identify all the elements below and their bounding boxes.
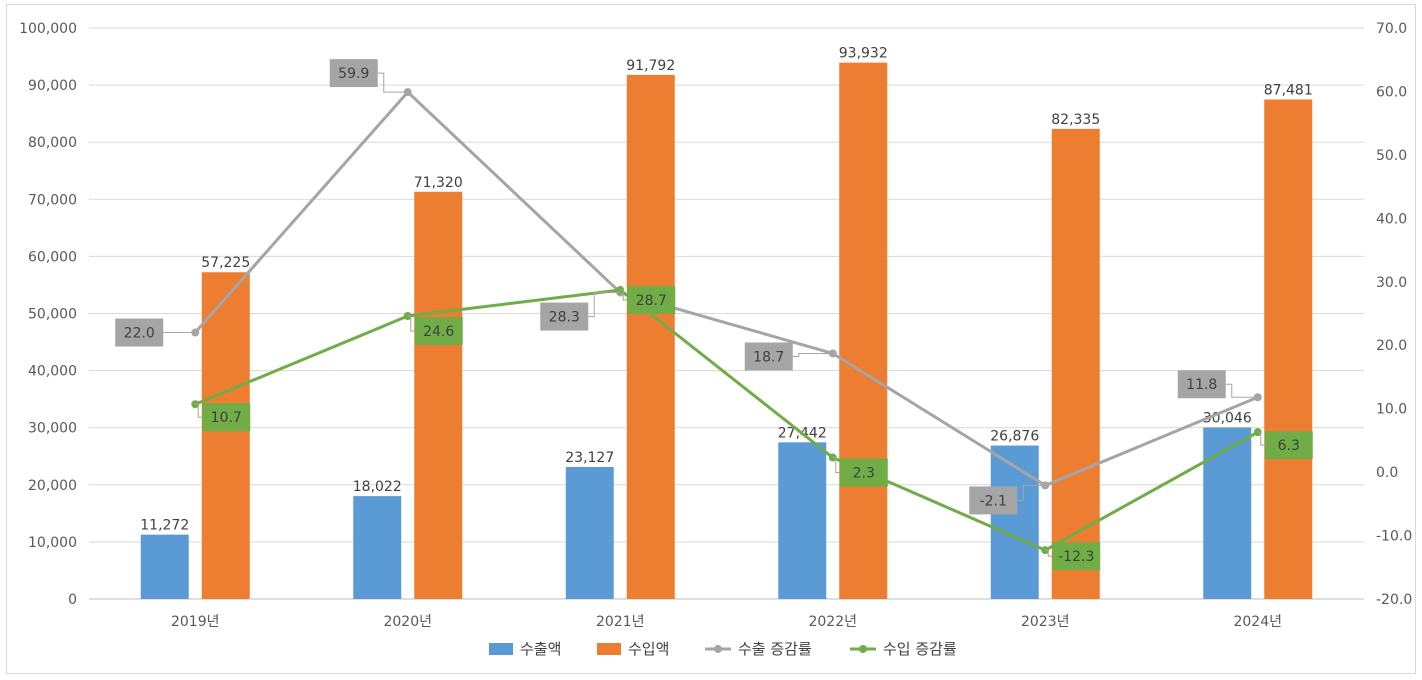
y-right-tick-label: 60.0 [1376, 84, 1407, 100]
import-rate-value: 6.3 [1278, 438, 1300, 454]
bar-export-value: 18,022 [353, 479, 402, 495]
bar-export [990, 445, 1039, 599]
bar-import-value: 91,792 [626, 58, 675, 74]
bar-export-value: 23,127 [565, 450, 614, 466]
y-left-tick-label: 100,000 [19, 21, 77, 37]
callout-leader [1045, 549, 1053, 557]
import-rate-value: 2.3 [853, 466, 875, 482]
x-tick-label: 2024년 [1233, 614, 1282, 630]
y-right-tick-label: -10.0 [1376, 529, 1412, 545]
callout-leader [792, 352, 833, 357]
y-left-tick-label: 90,000 [28, 78, 77, 94]
y-left-tick-label: 30,000 [28, 421, 77, 437]
bar-export [140, 534, 189, 599]
bar-export [778, 442, 827, 599]
y-right-tick-label: 40.0 [1376, 211, 1407, 227]
export-rate-label-box [329, 59, 378, 88]
y-left-tick-label: 10,000 [28, 535, 77, 551]
y-left-tick-label: 60,000 [28, 249, 77, 265]
line-import-rate [194, 288, 1259, 552]
bar-import [839, 62, 888, 600]
callout-leader [588, 292, 621, 318]
legend-marker [859, 645, 867, 653]
bar-import [1264, 99, 1313, 599]
y-right-tick-label: 30.0 [1376, 275, 1407, 291]
y-right-tick-label: 20.0 [1376, 338, 1407, 354]
x-tick-label: 2023년 [1021, 614, 1070, 630]
bar-export-value: 11,272 [140, 518, 189, 534]
export-rate-label-box [540, 302, 589, 331]
bar-import [1051, 128, 1100, 599]
legend-label: 수출액 [520, 640, 561, 658]
import-rate-label-box [627, 286, 676, 315]
import-rate-label-box [1264, 431, 1313, 460]
export-rate-value: 22.0 [124, 326, 155, 342]
bar-import [201, 272, 250, 599]
export-rate-label-box [115, 318, 164, 347]
bar-import-value: 93,932 [839, 46, 888, 62]
bar-import [414, 191, 463, 599]
bar-export [565, 466, 614, 599]
import-rate-label-box [414, 317, 463, 346]
x-tick-label: 2020년 [383, 614, 432, 630]
x-tick-label: 2022년 [808, 614, 857, 630]
bar-export-value: 26,876 [990, 429, 1039, 445]
import-rate-label-box [202, 403, 251, 432]
export-rate-label-box [969, 486, 1018, 515]
line-export-rate [194, 90, 1259, 487]
y-left-tick-label: 0 [68, 592, 77, 608]
bar-export [1203, 427, 1252, 599]
callout-leader [407, 315, 415, 332]
legend-swatch [597, 643, 621, 655]
y-left-tick-label: 50,000 [28, 307, 77, 323]
import-rate-value: 24.6 [423, 324, 454, 340]
import-rate-value: 10.7 [211, 410, 242, 426]
bar-import [626, 74, 675, 600]
export-rate-value: 11.8 [1186, 377, 1217, 393]
y-left-tick-label: 70,000 [28, 192, 77, 208]
bar-import-value: 71,320 [414, 175, 463, 191]
export-rate-value: -2.1 [980, 493, 1007, 509]
y-right-tick-label: -20.0 [1376, 592, 1412, 608]
import-rate-label-box [1052, 542, 1101, 571]
y-left-tick-label: 20,000 [28, 478, 77, 494]
export-rate-value: 18.7 [753, 349, 784, 365]
bar-import-value: 57,225 [201, 255, 250, 271]
y-left-tick-label: 80,000 [28, 135, 77, 151]
callout-leader [620, 289, 628, 301]
legend-label: 수입 증감률 [883, 640, 957, 658]
y-right-tick-label: 10.0 [1376, 402, 1407, 418]
export-rate-value: 28.3 [549, 310, 580, 326]
legend-label: 수출 증감률 [738, 640, 812, 658]
y-right-tick-label: 0.0 [1376, 465, 1398, 481]
export-rate-label-box [1177, 370, 1226, 399]
callout-leader [832, 457, 840, 474]
y-right-tick-label: 50.0 [1376, 148, 1407, 164]
callout-leader [195, 403, 203, 418]
callout-leader [1017, 484, 1046, 501]
import-rate-value: -12.3 [1058, 549, 1094, 565]
callout-leader [377, 72, 408, 93]
legend-marker [714, 645, 722, 653]
export-rate-label-box [744, 342, 793, 371]
import-rate-label-box [839, 458, 888, 487]
y-right-tick-label: 70.0 [1376, 21, 1407, 37]
legend-label: 수입액 [628, 640, 669, 658]
legend-swatch [489, 643, 513, 655]
callout-leader [1257, 431, 1265, 446]
bar-import-value: 87,481 [1264, 82, 1313, 98]
x-tick-label: 2021년 [596, 614, 645, 630]
bar-export [353, 496, 402, 599]
y-left-tick-label: 40,000 [28, 364, 77, 380]
x-tick-label: 2019년 [171, 614, 220, 630]
bar-import-value: 82,335 [1051, 112, 1100, 128]
callout-leader [1225, 383, 1258, 398]
import-rate-value: 28.7 [636, 293, 667, 309]
export-rate-value: 59.9 [338, 66, 369, 82]
